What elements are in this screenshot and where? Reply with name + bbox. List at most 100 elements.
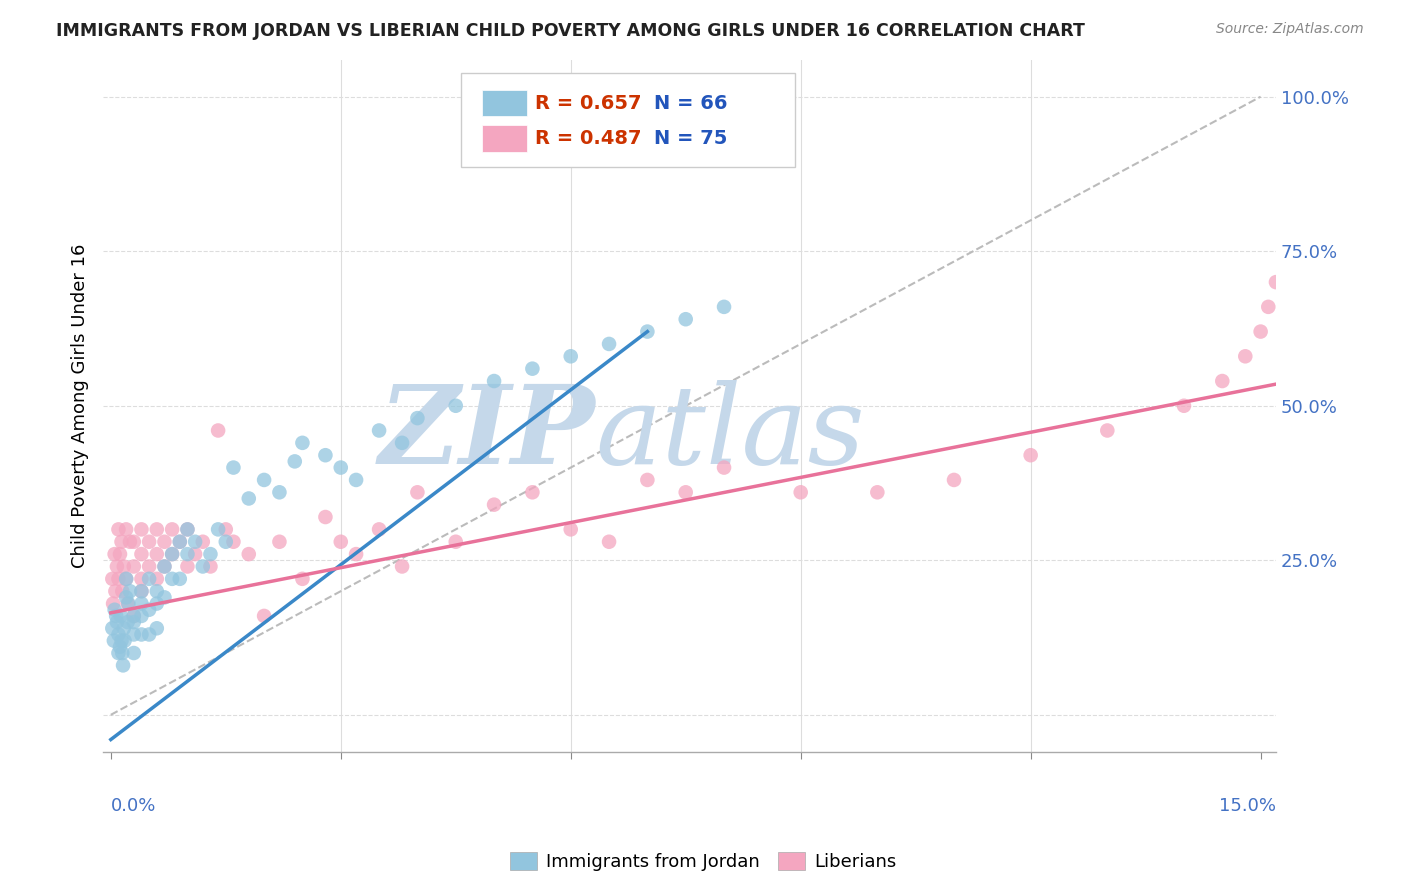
Point <box>344 547 367 561</box>
Text: 0.0%: 0.0% <box>111 797 156 815</box>
Point <box>368 522 391 536</box>
Point <box>222 460 245 475</box>
Point <box>522 361 544 376</box>
Point <box>191 534 214 549</box>
Y-axis label: Child Poverty Among Girls Under 16: Child Poverty Among Girls Under 16 <box>72 244 89 568</box>
FancyBboxPatch shape <box>461 73 796 167</box>
Point <box>215 534 238 549</box>
Point <box>160 547 183 561</box>
Point <box>112 621 135 635</box>
Point <box>131 608 153 623</box>
Point <box>675 312 697 326</box>
Point <box>1265 275 1288 289</box>
Point <box>146 572 169 586</box>
Point <box>943 473 966 487</box>
Point <box>118 584 141 599</box>
Point <box>444 534 467 549</box>
Point <box>1250 325 1272 339</box>
Point <box>789 485 811 500</box>
Point <box>111 584 134 599</box>
Point <box>238 547 260 561</box>
Point <box>131 627 153 641</box>
Point <box>115 522 138 536</box>
Point <box>560 349 582 363</box>
Point <box>284 454 307 468</box>
Point <box>122 608 145 623</box>
Point <box>176 547 198 561</box>
Point <box>117 597 139 611</box>
Legend: Immigrants from Jordan, Liberians: Immigrants from Jordan, Liberians <box>502 845 904 879</box>
Point <box>1257 300 1279 314</box>
Point <box>111 646 134 660</box>
Point <box>146 584 169 599</box>
Point <box>146 597 169 611</box>
Point <box>160 547 183 561</box>
Point <box>103 633 125 648</box>
Point <box>131 547 153 561</box>
Point <box>406 411 429 425</box>
Text: N = 75: N = 75 <box>654 129 728 148</box>
Point <box>122 534 145 549</box>
Text: IMMIGRANTS FROM JORDAN VS LIBERIAN CHILD POVERTY AMONG GIRLS UNDER 16 CORRELATIO: IMMIGRANTS FROM JORDAN VS LIBERIAN CHILD… <box>56 22 1085 40</box>
Point <box>122 608 145 623</box>
Point <box>598 534 620 549</box>
Point <box>406 485 429 500</box>
Point <box>146 522 169 536</box>
Point <box>114 633 136 648</box>
Text: Source: ZipAtlas.com: Source: ZipAtlas.com <box>1216 22 1364 37</box>
Point <box>107 572 129 586</box>
Point <box>110 633 132 648</box>
Point <box>146 621 169 635</box>
Point <box>169 534 191 549</box>
Point <box>184 547 207 561</box>
Point <box>122 559 145 574</box>
Point <box>118 534 141 549</box>
Point <box>1310 152 1333 166</box>
Point <box>238 491 260 506</box>
Point <box>104 547 127 561</box>
Point <box>522 485 544 500</box>
Point <box>108 547 131 561</box>
Point <box>153 591 176 605</box>
Point <box>138 627 160 641</box>
Point <box>675 485 697 500</box>
Point <box>1211 374 1233 388</box>
Point <box>636 473 658 487</box>
Point <box>176 559 198 574</box>
Point <box>110 608 132 623</box>
FancyBboxPatch shape <box>482 126 526 152</box>
Point <box>153 559 176 574</box>
Point <box>131 584 153 599</box>
Point <box>110 534 132 549</box>
Point <box>146 547 169 561</box>
Point <box>314 510 336 524</box>
Point <box>482 498 505 512</box>
Point <box>344 473 367 487</box>
Point <box>444 399 467 413</box>
Point <box>191 559 214 574</box>
Point <box>598 337 620 351</box>
Point <box>138 572 160 586</box>
Point <box>329 534 352 549</box>
Point <box>560 522 582 536</box>
Point <box>391 435 413 450</box>
Point <box>101 597 124 611</box>
Point <box>122 646 145 660</box>
Point <box>1097 424 1119 438</box>
Point <box>115 572 138 586</box>
Point <box>115 591 138 605</box>
Point <box>200 559 222 574</box>
Point <box>104 603 127 617</box>
Point <box>131 584 153 599</box>
Point <box>1272 251 1295 265</box>
Point <box>107 627 129 641</box>
Point <box>253 608 276 623</box>
Point <box>329 460 352 475</box>
Point <box>222 534 245 549</box>
Point <box>636 325 658 339</box>
Point <box>153 559 176 574</box>
Point <box>1295 176 1317 190</box>
Point <box>1288 201 1310 215</box>
Point <box>291 435 314 450</box>
Point <box>107 646 129 660</box>
